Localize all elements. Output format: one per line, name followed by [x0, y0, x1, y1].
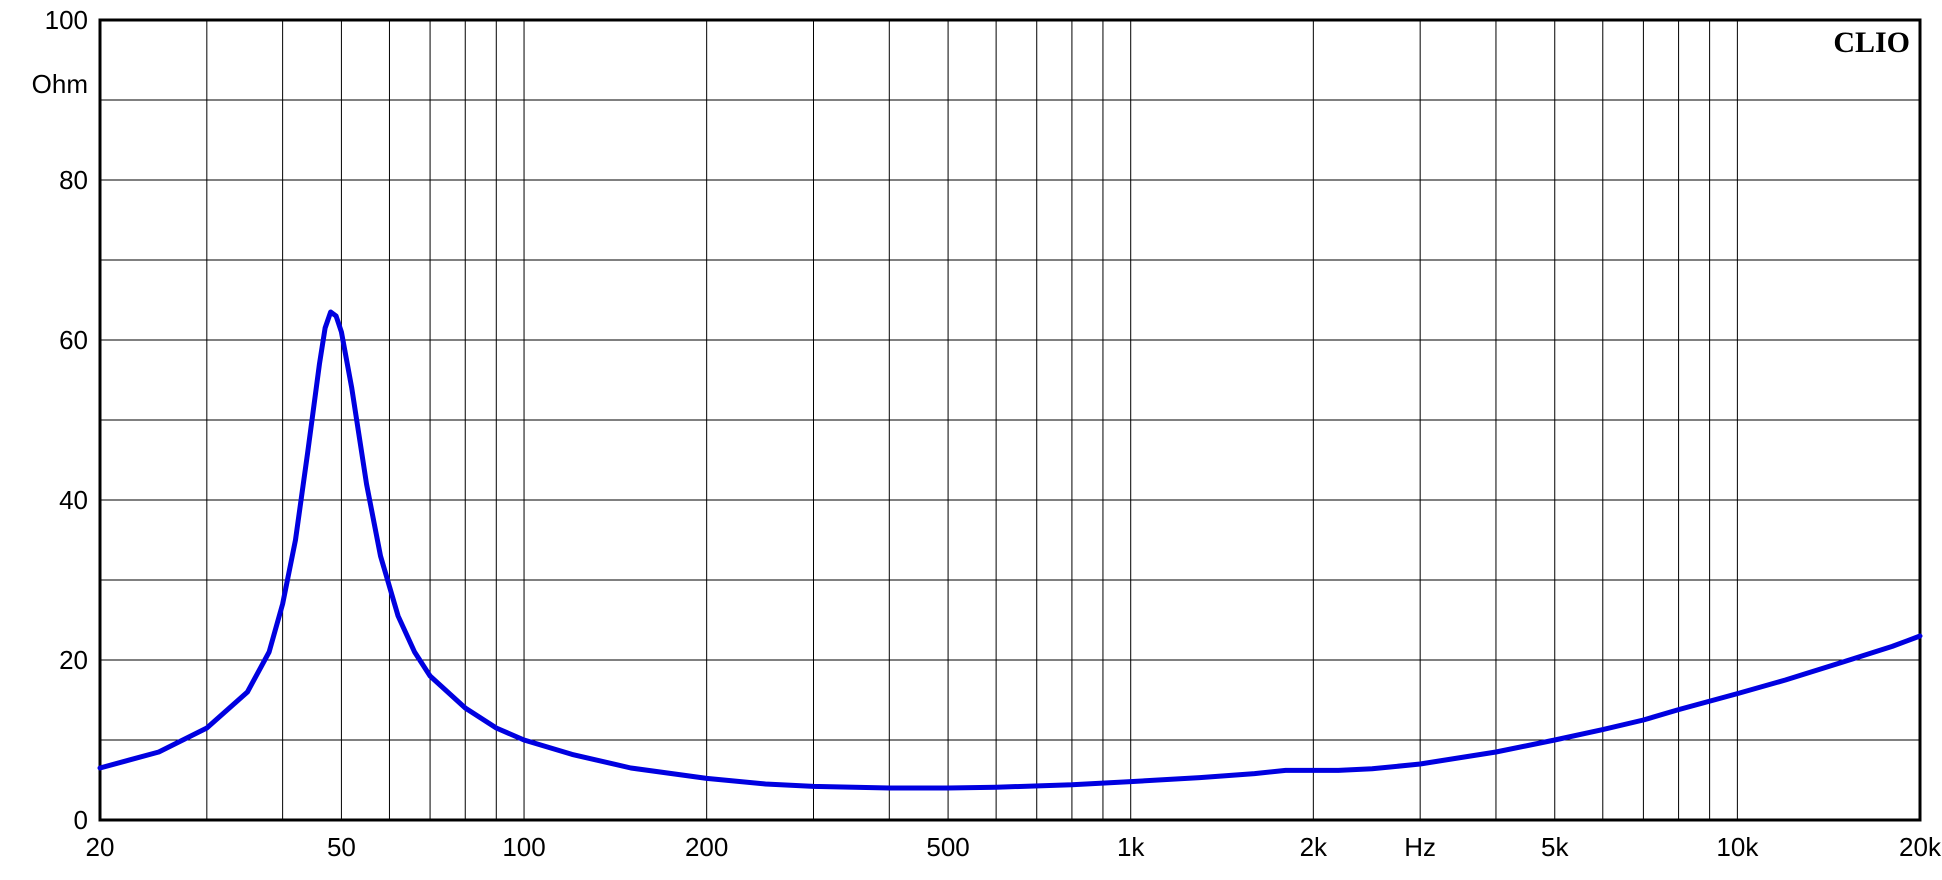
impedance-chart: 020406080100Ohm20501002005001k2k5k10k20k…: [0, 0, 1942, 880]
x-tick-label: 20k: [1899, 832, 1942, 862]
x-tick-label: 200: [685, 832, 728, 862]
x-tick-label: 2k: [1300, 832, 1328, 862]
y-axis-unit-label: Ohm: [32, 69, 88, 99]
y-tick-label: 100: [45, 5, 88, 35]
y-tick-label: 0: [74, 805, 88, 835]
x-tick-label: 5k: [1541, 832, 1569, 862]
y-tick-label: 80: [59, 165, 88, 195]
y-tick-label: 40: [59, 485, 88, 515]
watermark-label: CLIO: [1833, 26, 1910, 59]
y-tick-label: 60: [59, 325, 88, 355]
x-axis-unit-label: Hz: [1404, 832, 1436, 862]
x-tick-label: 20: [86, 832, 115, 862]
x-tick-label: 10k: [1716, 832, 1759, 862]
x-tick-label: 50: [327, 832, 356, 862]
x-tick-label: 500: [926, 832, 969, 862]
y-tick-label: 20: [59, 645, 88, 675]
x-tick-label: 1k: [1117, 832, 1145, 862]
x-tick-label: 100: [502, 832, 545, 862]
